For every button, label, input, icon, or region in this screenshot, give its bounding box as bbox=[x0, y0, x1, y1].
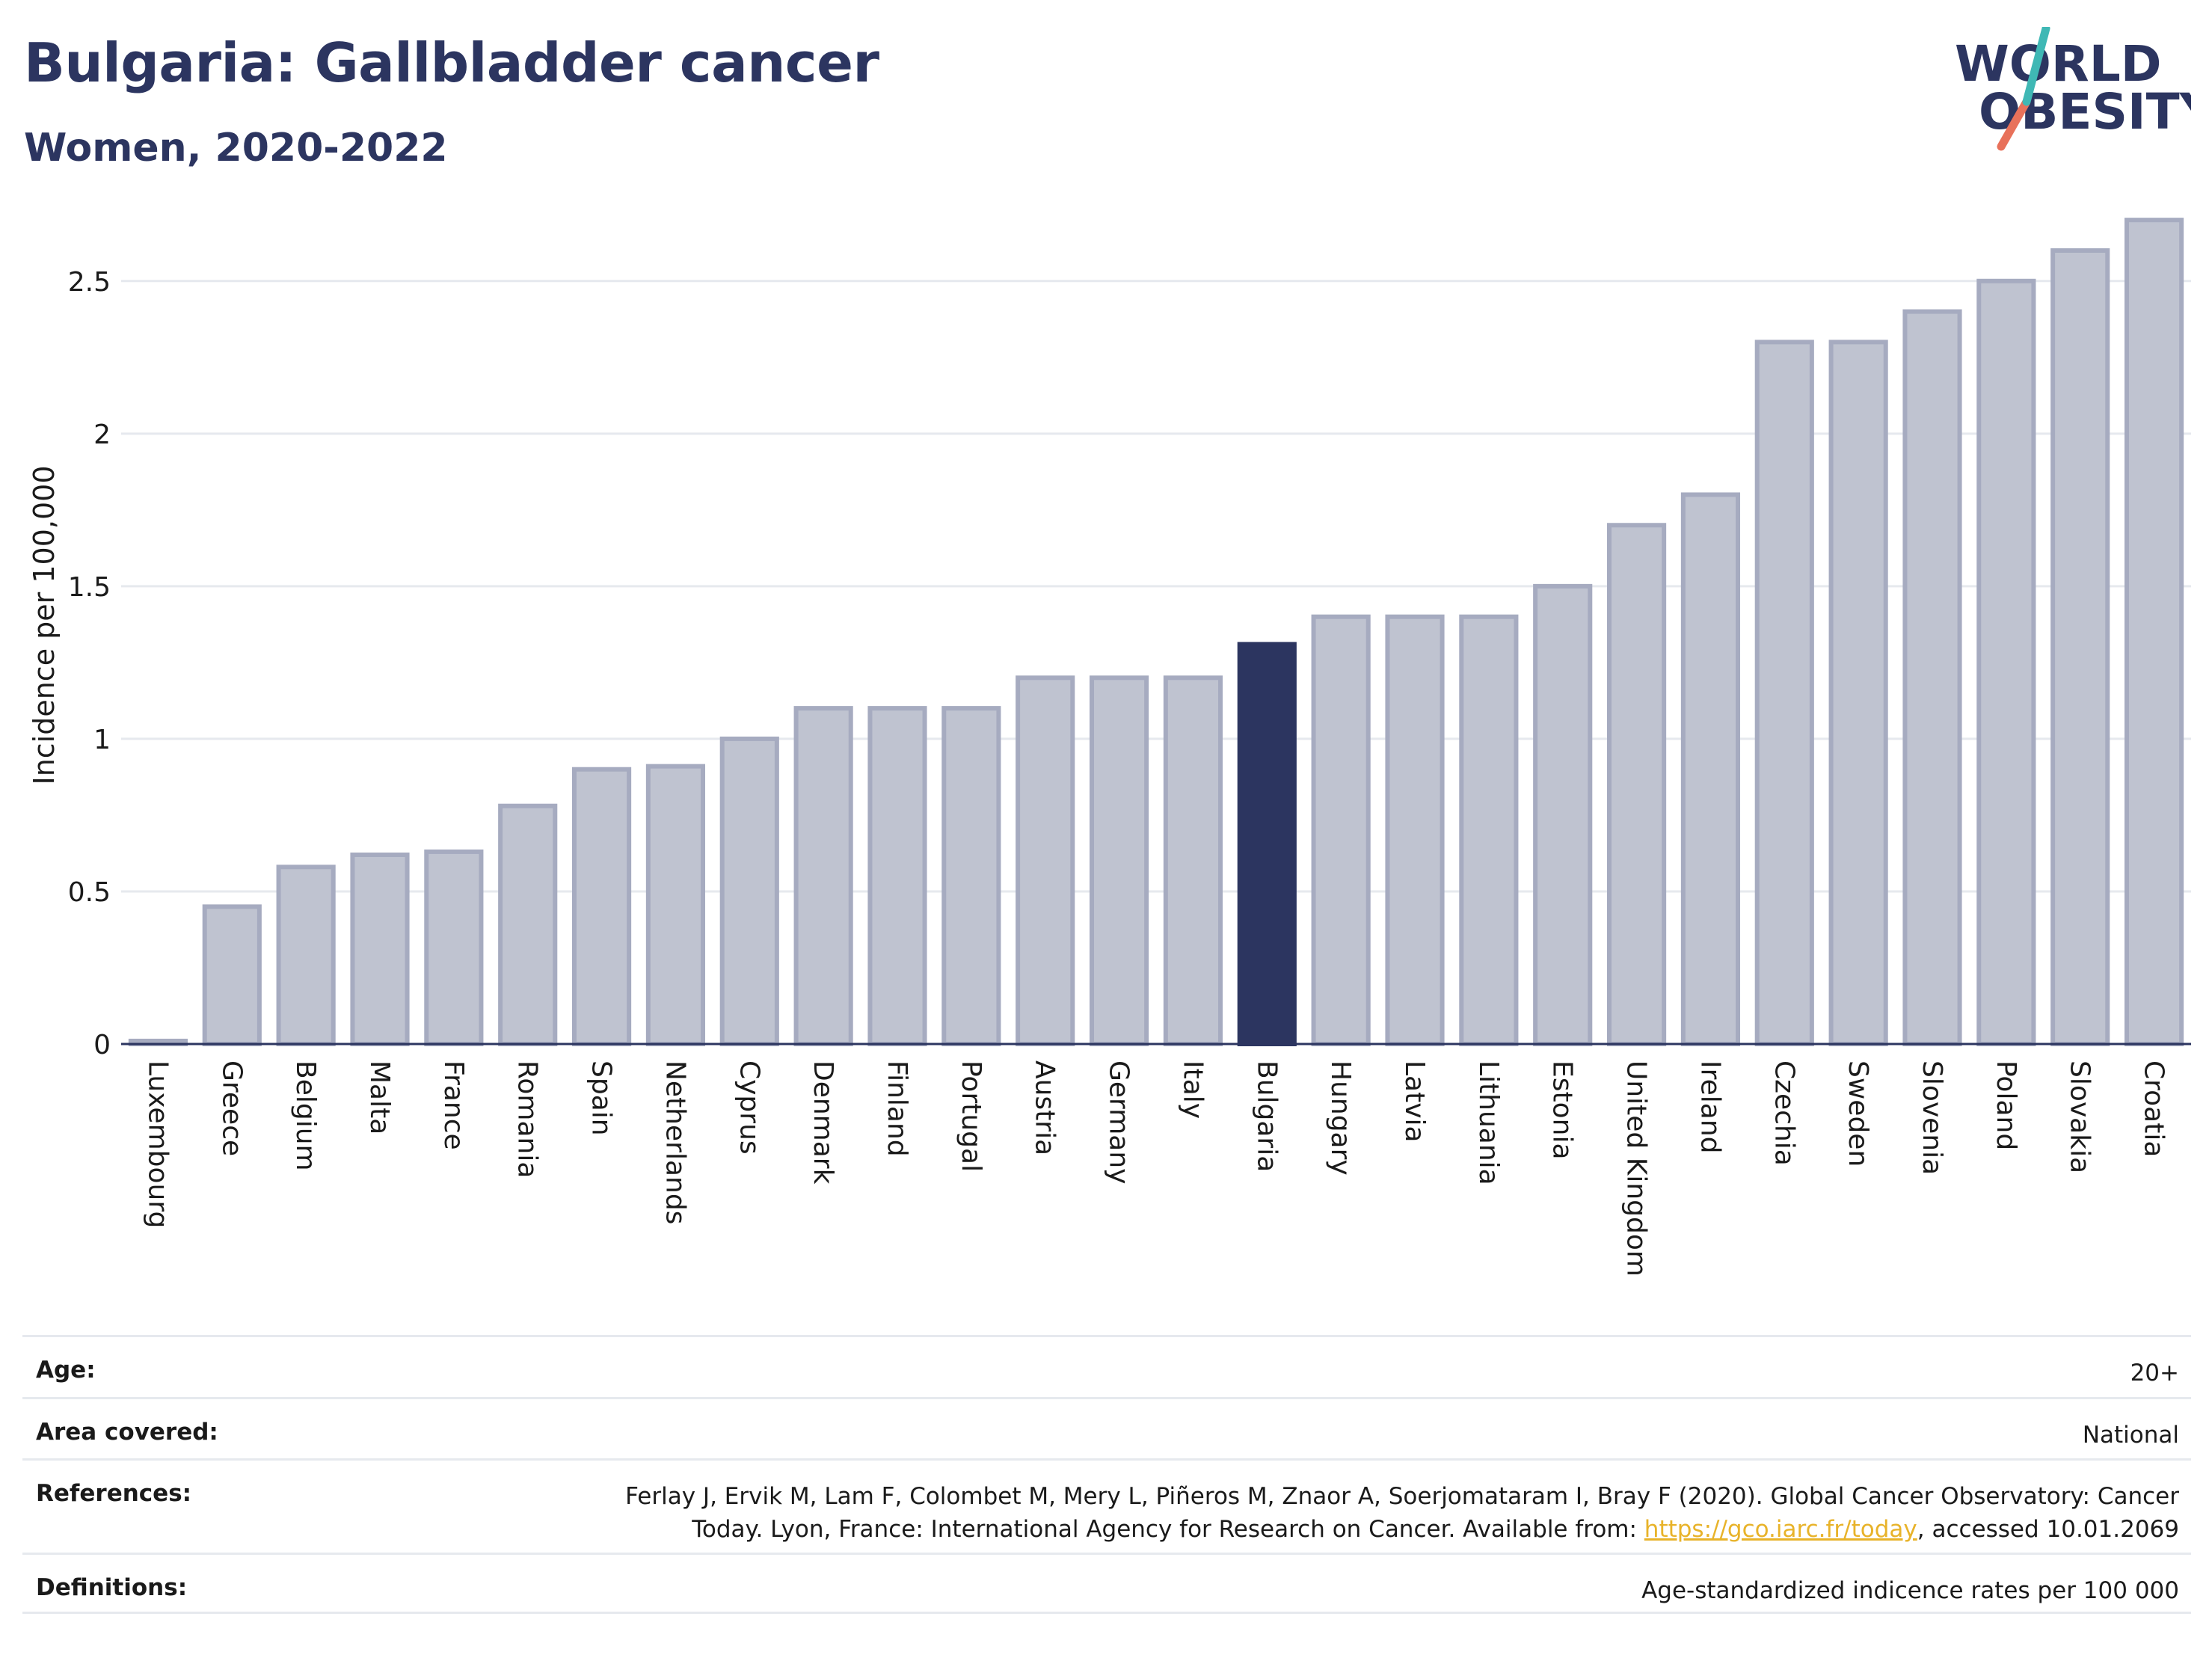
x-tick-label: Portugal bbox=[956, 1060, 986, 1172]
x-tick-label: Malta bbox=[364, 1060, 395, 1134]
bar-austria bbox=[1016, 675, 1075, 1046]
bar-bulgaria bbox=[1237, 642, 1297, 1046]
x-tick-label: Cyprus bbox=[734, 1060, 764, 1155]
x-tick-label: United Kingdom bbox=[1621, 1060, 1652, 1277]
y-tick-label: 1.5 bbox=[68, 572, 111, 603]
x-tick-label: Slovakia bbox=[2065, 1060, 2095, 1173]
x-tick-label: Germany bbox=[1104, 1060, 1134, 1184]
logo-slash-coral bbox=[1997, 97, 2031, 151]
bar-slovenia bbox=[1902, 309, 1962, 1046]
x-tick-label: Latvia bbox=[1399, 1060, 1430, 1143]
y-axis-label: Incidence per 100,000 bbox=[28, 465, 61, 784]
x-tick-label: Spain bbox=[586, 1060, 617, 1136]
x-tick-label: Belgium bbox=[290, 1060, 321, 1171]
bar-poland bbox=[1976, 278, 2036, 1046]
bar-croatia bbox=[2124, 218, 2184, 1047]
bar-cyprus bbox=[719, 736, 779, 1046]
x-tick-label: Lithuania bbox=[1473, 1060, 1504, 1185]
bar-ireland bbox=[1680, 492, 1741, 1046]
info-row-age: Age: 20+ bbox=[22, 1335, 2191, 1397]
definitions-label: Definitions: bbox=[36, 1574, 188, 1601]
bar-germany bbox=[1089, 675, 1149, 1046]
references-line2-pre: Today. Lyon, France: International Agenc… bbox=[692, 1516, 1644, 1544]
bar-united-kingdom bbox=[1606, 523, 1667, 1046]
x-tick-label: Romania bbox=[512, 1060, 543, 1178]
bar-lithuania bbox=[1459, 614, 1519, 1046]
y-tick-label: 0 bbox=[93, 1030, 111, 1060]
logo-line1: WORLD bbox=[1955, 35, 2162, 93]
x-tick-label: Czechia bbox=[1769, 1060, 1799, 1166]
references-link[interactable]: https://gco.iarc.fr/today bbox=[1644, 1516, 1917, 1544]
bar-spain bbox=[571, 767, 632, 1046]
x-tick-label: Greece bbox=[216, 1060, 247, 1156]
bar-sweden bbox=[1828, 340, 1888, 1047]
references-label: References: bbox=[36, 1480, 192, 1507]
bar-latvia bbox=[1385, 614, 1445, 1046]
area-value: National bbox=[2082, 1422, 2179, 1449]
y-tick-label: 2 bbox=[93, 420, 111, 450]
info-row-area: Area covered: National bbox=[22, 1397, 2191, 1458]
x-tick-label: Poland bbox=[1991, 1060, 2021, 1150]
page-subtitle: Women, 2020-2022 bbox=[24, 126, 448, 171]
x-tick-label: Austria bbox=[1030, 1060, 1060, 1155]
bar-italy bbox=[1163, 675, 1223, 1046]
y-tick-label: 0.5 bbox=[68, 877, 111, 908]
x-tick-label: Netherlands bbox=[660, 1060, 690, 1224]
bar-belgium bbox=[276, 865, 336, 1047]
y-tick-label: 1 bbox=[93, 725, 111, 755]
age-value: 20+ bbox=[2130, 1360, 2179, 1387]
x-tick-label: Estonia bbox=[1547, 1060, 1578, 1160]
bar-estonia bbox=[1533, 583, 1593, 1046]
info-row-references: References: Ferlay J, Ervik M, Lam F, Co… bbox=[22, 1458, 2191, 1553]
bar-hungary bbox=[1311, 614, 1371, 1046]
age-label: Age: bbox=[36, 1357, 96, 1384]
x-tick-label: Denmark bbox=[808, 1060, 838, 1185]
references-value: Ferlay J, Ervik M, Lam F, Colombet M, Me… bbox=[625, 1480, 2179, 1546]
area-label: Area covered: bbox=[36, 1419, 218, 1446]
x-tick-label: Ireland bbox=[1695, 1060, 1725, 1154]
bar-portugal bbox=[941, 706, 1001, 1047]
x-tick-label: Bulgaria bbox=[1251, 1060, 1282, 1172]
bar-romania bbox=[498, 803, 558, 1046]
x-tick-label: Finland bbox=[882, 1060, 912, 1157]
chart-bars bbox=[128, 218, 2184, 1047]
bar-finland bbox=[867, 706, 927, 1047]
bar-france bbox=[424, 849, 484, 1046]
info-row-definitions: Definitions: Age-standardized indicence … bbox=[22, 1553, 2191, 1614]
y-tick-label: 2.5 bbox=[68, 267, 111, 298]
x-tick-label: Hungary bbox=[1325, 1060, 1356, 1176]
x-tick-label: Croatia bbox=[2139, 1060, 2169, 1157]
bar-denmark bbox=[793, 706, 853, 1047]
x-tick-label: Sweden bbox=[1843, 1060, 1873, 1167]
x-tick-label: France bbox=[438, 1060, 469, 1150]
world-obesity-logo: WORLD OBESITY bbox=[1955, 27, 2191, 151]
bar-slovakia bbox=[2050, 248, 2110, 1046]
page-title: Bulgaria: Gallbladder cancer bbox=[24, 31, 879, 94]
bar-malta bbox=[350, 852, 410, 1047]
bar-chart: 0 0.5 1 1.5 2 2.5 Luxembourg Greece Belgium Malt… bbox=[28, 218, 2191, 1277]
bar-netherlands bbox=[645, 764, 706, 1046]
bar-greece bbox=[202, 904, 262, 1047]
x-tick-label: Italy bbox=[1177, 1060, 1208, 1119]
chart-x-ticks: Luxembourg Greece Belgium Malta France Romani… bbox=[142, 1060, 2169, 1277]
logo-slash-teal bbox=[2022, 27, 2050, 106]
bar-czechia bbox=[1754, 340, 1814, 1047]
x-tick-label: Luxembourg bbox=[142, 1060, 173, 1228]
info-table: Age: 20+ Area covered: National Referenc… bbox=[22, 1335, 2191, 1614]
x-tick-label: Slovenia bbox=[1917, 1060, 1947, 1175]
references-line2-post: , accessed 10.01.2069 bbox=[1917, 1516, 2179, 1544]
references-line1: Ferlay J, Ervik M, Lam F, Colombet M, Me… bbox=[625, 1483, 2179, 1510]
chart-y-ticks: 0 0.5 1 1.5 2 2.5 bbox=[68, 267, 111, 1060]
definitions-value: Age-standardized indicence rates per 100… bbox=[1641, 1577, 2179, 1604]
